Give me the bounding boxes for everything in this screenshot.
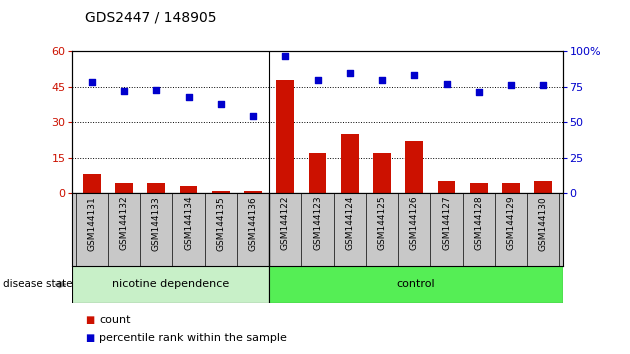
Point	[506, 82, 516, 88]
Point	[538, 82, 548, 88]
Text: GSM144130: GSM144130	[539, 196, 547, 251]
Bar	[277, 80, 294, 193]
Bar	[405, 141, 423, 193]
Bar	[212, 190, 230, 193]
Point	[410, 73, 420, 78]
Bar	[244, 190, 262, 193]
Text: disease state: disease state	[3, 279, 72, 290]
Text: GSM144126: GSM144126	[410, 196, 419, 251]
Bar	[438, 181, 455, 193]
Text: ■: ■	[85, 315, 94, 325]
Text: GSM144135: GSM144135	[216, 196, 226, 251]
Text: percentile rank within the sample: percentile rank within the sample	[99, 333, 287, 343]
Bar	[269, 266, 563, 303]
Text: GSM144122: GSM144122	[281, 196, 290, 250]
Bar	[309, 153, 326, 193]
Bar	[115, 183, 133, 193]
Point	[377, 77, 387, 82]
Bar	[341, 134, 358, 193]
Bar	[147, 183, 165, 193]
Text: GDS2447 / 148905: GDS2447 / 148905	[85, 11, 217, 25]
Point	[474, 90, 484, 95]
Text: GSM144136: GSM144136	[248, 196, 258, 251]
Text: GSM144129: GSM144129	[507, 196, 515, 251]
Text: GSM144132: GSM144132	[120, 196, 129, 251]
Bar	[534, 181, 552, 193]
Bar	[180, 186, 197, 193]
Bar	[72, 266, 269, 303]
Text: GSM144127: GSM144127	[442, 196, 451, 251]
Bar	[373, 153, 391, 193]
Text: GSM144123: GSM144123	[313, 196, 322, 251]
Text: control: control	[396, 279, 435, 290]
Bar	[502, 183, 520, 193]
Point	[119, 88, 129, 94]
Text: GSM144128: GSM144128	[474, 196, 483, 251]
Point	[280, 53, 290, 58]
Point	[151, 87, 161, 92]
Bar	[470, 183, 488, 193]
Point	[345, 70, 355, 75]
Point	[248, 114, 258, 119]
Bar	[83, 174, 101, 193]
Text: nicotine dependence: nicotine dependence	[112, 279, 229, 290]
Point	[312, 77, 323, 82]
Text: GSM144134: GSM144134	[184, 196, 193, 251]
Text: GSM144124: GSM144124	[345, 196, 354, 250]
Text: count: count	[99, 315, 130, 325]
Point	[87, 80, 97, 85]
Point	[442, 81, 452, 87]
Text: GSM144125: GSM144125	[377, 196, 387, 251]
Text: GSM144131: GSM144131	[88, 196, 96, 251]
Text: ■: ■	[85, 333, 94, 343]
Point	[183, 94, 193, 99]
Point	[215, 101, 226, 107]
Text: GSM144133: GSM144133	[152, 196, 161, 251]
